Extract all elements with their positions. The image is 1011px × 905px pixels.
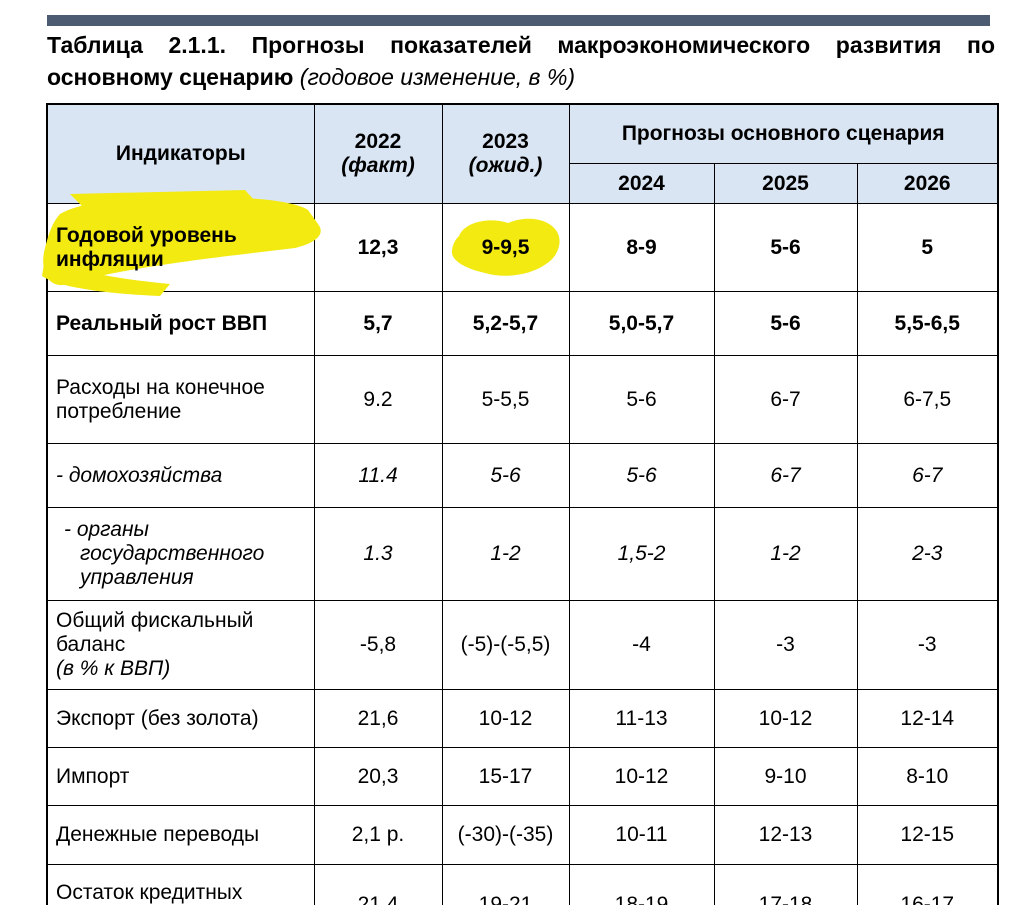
value-2023: 9-9,5	[441, 203, 570, 292]
value-2022: 20,3	[313, 747, 443, 806]
value-2022: 11.4	[313, 443, 443, 508]
value-2025: 1-2	[713, 507, 858, 601]
value-2026: 12-15	[856, 805, 999, 865]
indicator-cell: Экспорт (без золота)	[46, 689, 315, 748]
value-2024: 10-11	[568, 805, 715, 865]
value-2023: (-5)-(-5,5)	[441, 600, 570, 690]
value-2026: -3	[856, 600, 999, 690]
header-2026: 2026	[856, 163, 999, 204]
value-2026: 5	[856, 203, 999, 292]
header-forecast-group: Прогнозы основного сценария	[568, 103, 999, 164]
table-row-households: - домохозяйства 11.4 5-6 5-6 6-7 6-7	[46, 443, 999, 508]
value-2022: 9.2	[313, 355, 443, 444]
value-2026: 2-3	[856, 507, 999, 601]
indicator-cell: Денежные переводы	[46, 805, 315, 865]
value-2024: 5-6	[568, 443, 715, 508]
value-2023: (-30)-(-35)	[441, 805, 570, 865]
value-2022: 1.3	[313, 507, 443, 601]
value-2023: 10-12	[441, 689, 570, 748]
value-2024: 11-13	[568, 689, 715, 748]
value-2026: 16-17	[856, 864, 999, 905]
value-2025: 10-12	[713, 689, 858, 748]
value-2024: 1,5-2	[568, 507, 715, 601]
table-row-export: Экспорт (без золота) 21,6 10-12 11-13 10…	[46, 689, 999, 748]
value-2023: 15-17	[441, 747, 570, 806]
value-2025: -3	[713, 600, 858, 690]
value-2025: 9-10	[713, 747, 858, 806]
indicator-cell: - домохозяйства	[46, 443, 315, 508]
value-2025: 5-6	[713, 291, 858, 356]
value-2023: 5-5,5	[441, 355, 570, 444]
table-row-consumption: Расходы на конечное потребление 9.2 5-5,…	[46, 355, 999, 444]
value-2025: 6-7	[713, 443, 858, 508]
value-2023: 5-6	[441, 443, 570, 508]
header-row-1: Индикаторы 2022 (факт) 2023 (ожид.) Прог…	[46, 103, 999, 204]
indicator-cell: Расходы на конечное потребление	[46, 355, 315, 444]
header-indicators: Индикаторы	[46, 103, 315, 204]
value-2024: 5,0-5,7	[568, 291, 715, 356]
table-caption-note: (годовое изменение, в %)	[299, 63, 576, 90]
indicator-label: Общий фискальный баланс	[56, 609, 254, 656]
value-2023: 1-2	[441, 507, 570, 601]
value-2024: -4	[568, 600, 715, 690]
header-2023-note: (ожид.)	[468, 154, 543, 177]
value-2022: -5,8	[313, 600, 443, 690]
indicator-cell: Импорт	[46, 747, 315, 806]
table-row-inflation: Годовой уровень инфляции 12,3 9-9,5 8-9 …	[42, 190, 999, 296]
value-2026: 12-14	[856, 689, 999, 748]
header-2022-note: (факт)	[341, 154, 415, 177]
header-2023-year: 2023	[482, 130, 529, 153]
indicator-cell: Реальный рост ВВП	[46, 291, 315, 356]
header-2024: 2024	[568, 163, 715, 204]
value-2022: 21,6	[313, 689, 443, 748]
indicator-label: Годовой уровень инфляции	[56, 223, 237, 271]
indicator-label: - органы государственного управления	[64, 518, 265, 589]
value-2022: 2,1 р.	[313, 805, 443, 865]
header-2025: 2025	[713, 163, 858, 204]
header-2022-year: 2022	[354, 130, 402, 153]
value-2022: 12,3	[313, 203, 443, 292]
value-text: 9-9,5	[481, 235, 530, 259]
value-2026: 6-7,5	[856, 355, 999, 444]
value-2025: 12-13	[713, 805, 858, 865]
value-2026: 8-10	[856, 747, 999, 806]
table-row-remittances: Денежные переводы 2,1 р. (-30)-(-35) 10-…	[46, 805, 999, 865]
value-2026: 6-7	[856, 443, 999, 508]
value-2022: 21,4	[313, 864, 443, 905]
header-2022: 2022 (факт)	[313, 103, 443, 204]
value-2025: 5-6	[713, 203, 858, 292]
value-2025: 17-18	[713, 864, 858, 905]
value-2026: 5,5-6,5	[856, 291, 999, 356]
top-divider-bar	[47, 15, 990, 26]
indicator-cell: Остаток кредитных вложений	[46, 864, 315, 905]
table-row-government: - органы государственного управления 1.3…	[46, 507, 999, 601]
table-caption-text: Таблица 2.1.1. Прогнозы показателей макр…	[47, 32, 995, 90]
forecast-table: Индикаторы 2022 (факт) 2023 (ожид.) Прог…	[42, 103, 999, 905]
value-2024: 8-9	[568, 203, 715, 292]
indicator-note: (в % к ВВП)	[56, 657, 171, 680]
table-row-fiscal-balance: Общий фискальный баланс (в % к ВВП) -5,8…	[46, 600, 999, 690]
table-caption: Таблица 2.1.1. Прогнозы показателей макр…	[47, 30, 995, 93]
value-2023: 19-21	[441, 864, 570, 905]
table-row-credit: Остаток кредитных вложений 21,4 19-21 18…	[46, 864, 999, 905]
table-row-gdp: Реальный рост ВВП 5,7 5,2-5,7 5,0-5,7 5-…	[46, 291, 999, 356]
value-2024: 5-6	[568, 355, 715, 444]
indicator-cell: Годовой уровень инфляции	[42, 190, 321, 296]
value-2025: 6-7	[713, 355, 858, 444]
indicator-cell: Общий фискальный баланс (в % к ВВП)	[46, 600, 315, 690]
value-2022: 5,7	[313, 291, 443, 356]
value-2024: 10-12	[568, 747, 715, 806]
value-2024: 18-19	[568, 864, 715, 905]
table-row-import: Импорт 20,3 15-17 10-12 9-10 8-10	[46, 747, 999, 806]
value-2023: 5,2-5,7	[441, 291, 570, 356]
indicator-cell: - органы государственного управления	[46, 507, 315, 601]
header-row-2: 2024 2025 2026	[47, 163, 999, 204]
header-2023: 2023 (ожид.)	[441, 103, 570, 204]
